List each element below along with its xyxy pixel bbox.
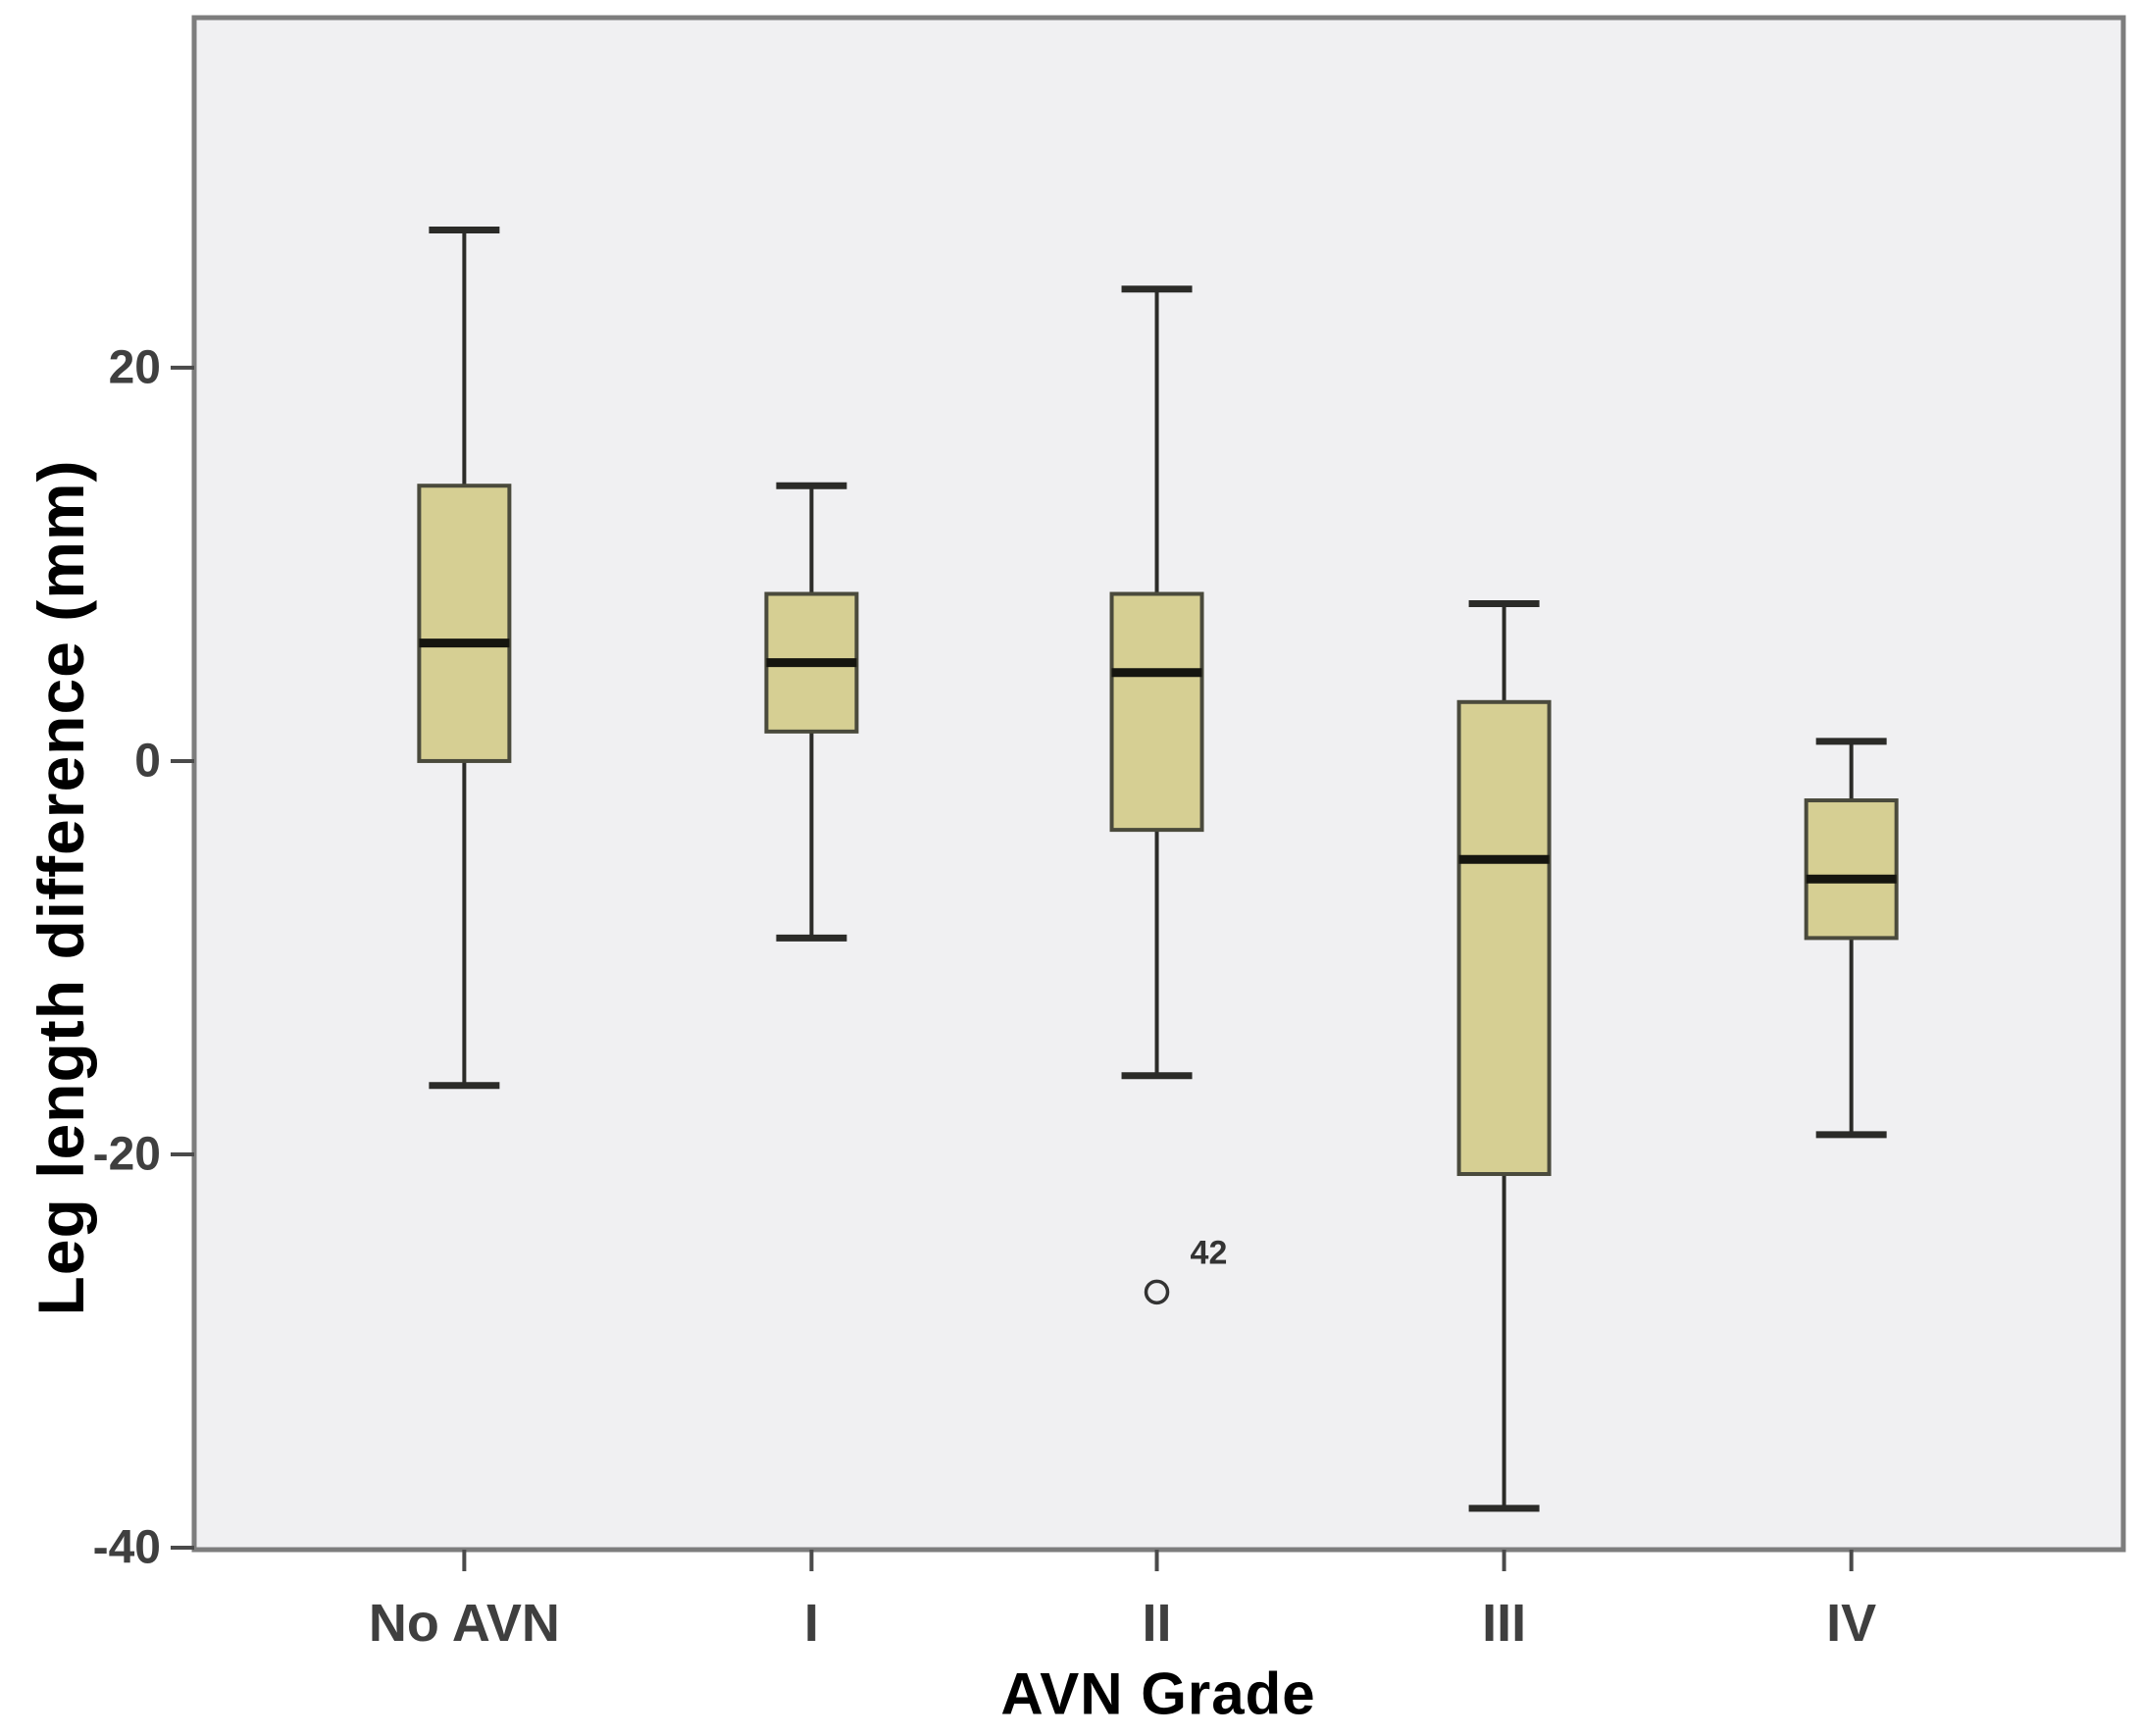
y-tick-label: 0 (134, 735, 161, 787)
y-tick-label: -40 (93, 1521, 161, 1573)
x-category-label: III (1482, 1594, 1526, 1653)
outlier-point (1144, 1279, 1170, 1305)
y-tick-label: 20 (109, 341, 161, 393)
x-axis-title: AVN Grade (1000, 1660, 1316, 1727)
iqr-box (1804, 798, 1899, 941)
iqr-box (1109, 591, 1204, 833)
x-category-label: No AVN (369, 1594, 560, 1653)
iqr-box (417, 484, 512, 763)
y-axis-title: Leg length difference (mm) (25, 459, 97, 1316)
x-category-label: II (1143, 1594, 1172, 1653)
outlier-label: 42 (1191, 1234, 1228, 1271)
x-category-label: IV (1826, 1594, 1876, 1653)
iqr-box (1456, 699, 1552, 1177)
y-tick-label: -20 (93, 1128, 161, 1180)
x-category-label: I (804, 1594, 819, 1653)
